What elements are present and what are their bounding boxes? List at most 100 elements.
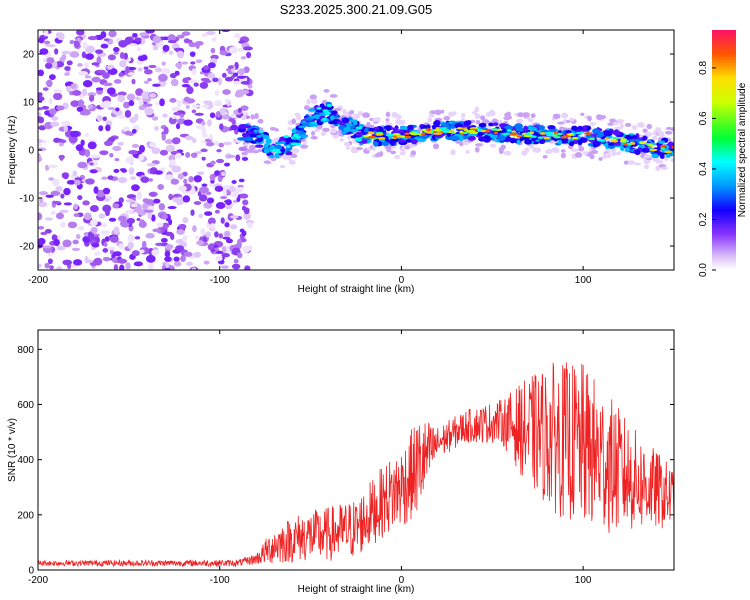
snr-series-line (38, 362, 674, 568)
noise-blob (207, 217, 216, 225)
noise-blob (216, 158, 225, 164)
core-blob (611, 136, 619, 140)
noise-blob (190, 152, 198, 158)
noise-blob (188, 79, 197, 84)
noise-blob (225, 154, 236, 158)
noise-blob (219, 123, 224, 131)
noise-blob (74, 177, 83, 181)
core-blob (475, 128, 482, 132)
core-blob (462, 131, 468, 135)
ridge-blob (667, 141, 674, 147)
colorbar-tick-label: 0.4 (698, 162, 709, 176)
snr-panel: -200 -100 0 100 0 200 400 600 800 Height of str… (7, 329, 675, 595)
noise-blob (96, 56, 102, 65)
ridge-blob (577, 139, 583, 146)
halo-blob (349, 110, 355, 115)
noise-blob (44, 262, 50, 269)
noise-blob (234, 61, 239, 70)
halo-blob (517, 112, 525, 118)
noise-blob (73, 40, 80, 49)
halo-blob (611, 150, 617, 157)
halo-blob (330, 128, 337, 134)
noise-blob (136, 217, 141, 222)
noise-blob (75, 30, 85, 36)
ridge-blob (467, 136, 476, 141)
noise-blob (72, 170, 77, 177)
noise-blob (186, 98, 196, 104)
noise-blob (38, 154, 42, 162)
noise-blob (100, 230, 110, 235)
noise-blob (205, 231, 211, 238)
noise-blob (213, 101, 223, 107)
noise-blob (85, 178, 95, 185)
core-blob (299, 135, 308, 139)
noise-blob (89, 162, 94, 166)
noise-blob (90, 226, 98, 234)
noise-blob (204, 211, 213, 216)
halo-blob (410, 150, 417, 156)
halo-blob (636, 122, 645, 128)
noise-blob (177, 185, 187, 192)
noise-blob (214, 231, 219, 238)
noise-blob (181, 84, 191, 88)
noise-blob (125, 156, 135, 164)
noise-blob (154, 170, 163, 175)
halo-blob (598, 157, 603, 161)
halo-blob (450, 149, 456, 156)
noise-blob (209, 173, 216, 181)
noise-blob (51, 178, 60, 187)
noise-blob (103, 85, 108, 92)
ridge-blob (397, 139, 406, 143)
noise-blob (143, 80, 150, 85)
colorbar-tick-label: 0.2 (698, 212, 709, 226)
ridge-blob (548, 128, 558, 133)
ridge-blob (255, 144, 264, 148)
ridge-blob (250, 140, 257, 144)
noise-blob (91, 62, 100, 66)
core-blob (396, 135, 402, 138)
ridge-blob (284, 151, 293, 156)
core-blob (554, 131, 559, 135)
halo-blob (624, 122, 632, 128)
y-tick-label: 0 (28, 146, 34, 157)
noise-blob (178, 223, 187, 230)
halo-blob (430, 110, 438, 115)
core-blob (433, 129, 442, 132)
noise-blob (161, 133, 166, 141)
core-blob (493, 131, 499, 135)
halo-blob (474, 146, 480, 153)
noise-blob (59, 154, 64, 161)
noise-blob (165, 144, 176, 153)
noise-blob (170, 78, 179, 87)
core-blob (544, 131, 554, 135)
halo-blob (463, 141, 470, 146)
ridge-blob (342, 117, 350, 124)
noise-blob (38, 139, 44, 144)
ridge-blob (385, 125, 391, 132)
noise-blob (126, 217, 136, 224)
noise-blob (42, 245, 52, 249)
ridge-blob (446, 132, 452, 137)
noise-blob (44, 40, 51, 45)
noise-blob (170, 178, 180, 185)
noise-blob (190, 209, 195, 216)
core-blob (375, 133, 384, 136)
spectrogram-blobs (38, 30, 674, 270)
ridge-blob (355, 131, 364, 137)
halo-blob (618, 119, 625, 123)
noise-blob (238, 146, 248, 152)
x-tick-label: 0 (399, 575, 405, 586)
halo-blob (603, 152, 612, 159)
noise-blob (135, 88, 144, 96)
halo-blob (480, 115, 486, 121)
noise-blob (87, 36, 98, 41)
ridge-blob (592, 128, 600, 134)
ridge-blob (333, 115, 340, 119)
noise-blob (74, 179, 81, 186)
ridge-blob (407, 124, 414, 130)
noise-blob (222, 89, 231, 95)
noise-blob (104, 197, 110, 202)
ridge-blob (373, 126, 380, 131)
noise-blob (87, 141, 97, 150)
noise-blob (199, 81, 209, 89)
